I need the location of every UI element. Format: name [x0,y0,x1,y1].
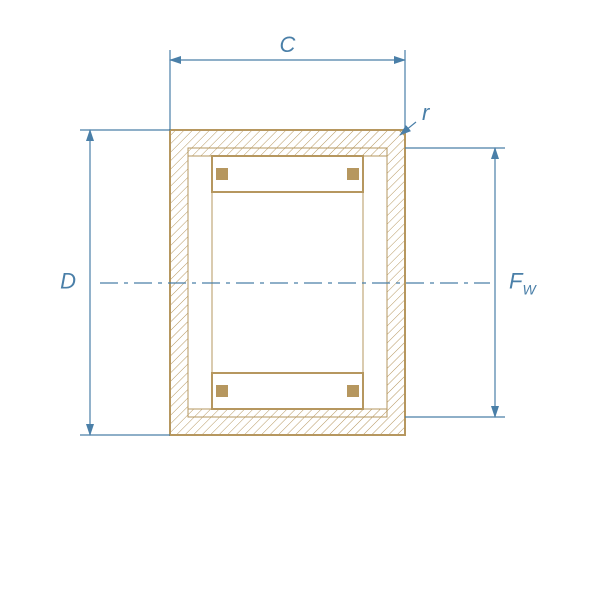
roller-bottom [212,373,363,409]
bearing-diagram: C D FW r [0,0,600,600]
roller-top-end-right [347,168,359,180]
dim-label-D: D [60,269,76,294]
dim-label-Fw: FW [509,269,537,298]
dim-label-C: C [280,32,296,57]
roller-bottom-end-left [216,385,228,397]
roller-top [212,156,363,192]
roller-top-end-left [216,168,228,180]
dim-label-r: r [422,100,431,125]
roller-bottom-end-right [347,385,359,397]
